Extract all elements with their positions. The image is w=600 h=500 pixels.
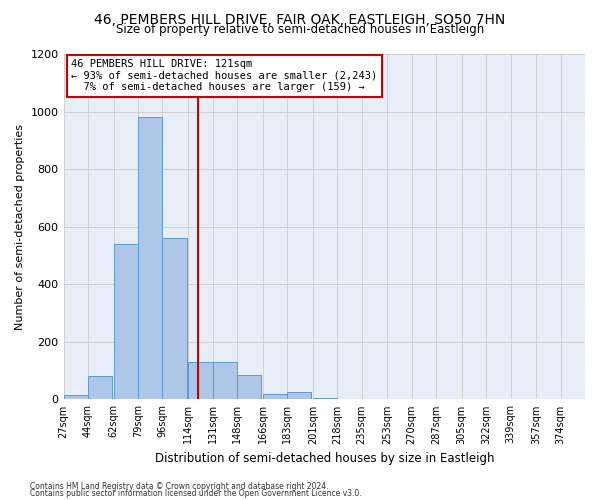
Bar <box>113 244 138 400</box>
Bar <box>237 375 261 400</box>
Bar <box>313 398 337 400</box>
Text: Contains public sector information licensed under the Open Government Licence v3: Contains public sector information licen… <box>30 489 362 498</box>
Bar <box>163 238 187 400</box>
Bar <box>138 118 163 400</box>
Bar <box>212 362 237 400</box>
Bar <box>88 376 112 400</box>
Bar <box>287 392 311 400</box>
Bar <box>188 362 212 400</box>
X-axis label: Distribution of semi-detached houses by size in Eastleigh: Distribution of semi-detached houses by … <box>155 452 494 465</box>
Bar <box>263 394 287 400</box>
Bar <box>64 395 88 400</box>
Y-axis label: Number of semi-detached properties: Number of semi-detached properties <box>15 124 25 330</box>
Text: 46 PEMBERS HILL DRIVE: 121sqm
← 93% of semi-detached houses are smaller (2,243)
: 46 PEMBERS HILL DRIVE: 121sqm ← 93% of s… <box>71 59 377 92</box>
Text: Contains HM Land Registry data © Crown copyright and database right 2024.: Contains HM Land Registry data © Crown c… <box>30 482 329 491</box>
Text: 46, PEMBERS HILL DRIVE, FAIR OAK, EASTLEIGH, SO50 7HN: 46, PEMBERS HILL DRIVE, FAIR OAK, EASTLE… <box>94 12 506 26</box>
Text: Size of property relative to semi-detached houses in Eastleigh: Size of property relative to semi-detach… <box>116 22 484 36</box>
